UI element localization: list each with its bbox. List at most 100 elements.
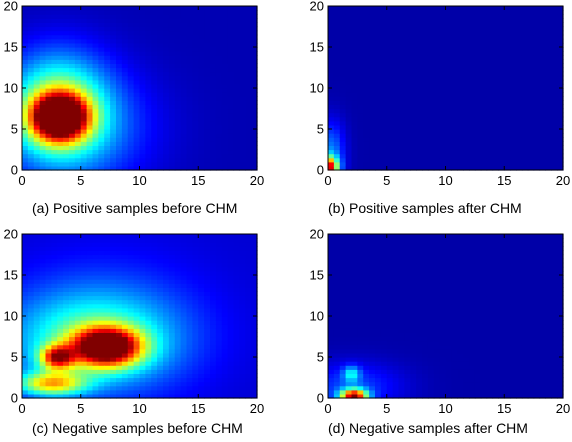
heatmap-cell <box>245 26 252 32</box>
heatmap-cell <box>457 26 464 32</box>
heatmap-cell <box>74 369 82 374</box>
heatmap-cell <box>110 242 117 247</box>
heatmap-cell <box>57 287 64 292</box>
heatmap-cell <box>451 129 458 134</box>
heatmap-cell <box>51 266 58 272</box>
heatmap-cell <box>86 38 94 44</box>
heatmap-cell <box>328 55 335 60</box>
heatmap-cell <box>392 112 400 118</box>
heatmap-cell <box>92 250 99 256</box>
heatmap-cell <box>145 279 152 284</box>
heatmap-cell <box>333 381 341 387</box>
heatmap-cell <box>215 254 223 260</box>
heatmap-cell <box>27 161 35 167</box>
heatmap-cell <box>180 262 188 268</box>
heatmap-cell <box>127 63 135 69</box>
heatmap-cell <box>39 238 47 243</box>
heatmap-cell <box>163 22 170 28</box>
x-tick-label: 20 <box>556 173 570 188</box>
heatmap-cell <box>386 75 394 81</box>
heatmap-cell <box>392 149 400 155</box>
heatmap-cell <box>504 30 511 36</box>
heatmap-cell <box>210 283 217 288</box>
heatmap-cell <box>328 332 335 338</box>
heatmap-cell <box>27 275 35 280</box>
heatmap-cell <box>33 287 41 292</box>
heatmap-cell <box>45 266 52 272</box>
heatmap-cell <box>45 104 52 110</box>
heatmap-cell <box>410 47 417 52</box>
heatmap-cell <box>463 63 470 69</box>
heatmap-cell <box>69 149 76 155</box>
heatmap-cell <box>439 71 447 77</box>
heatmap-cell <box>92 42 99 48</box>
heatmap-cell <box>333 275 341 280</box>
heatmap-cell <box>427 34 435 40</box>
heatmap-cell <box>204 270 211 276</box>
heatmap-cell <box>33 10 41 15</box>
heatmap-cell <box>45 112 52 118</box>
heatmap-cell <box>333 100 341 105</box>
heatmap-cell <box>210 161 217 167</box>
heatmap-cell <box>510 75 517 81</box>
heatmap-cell <box>245 92 252 97</box>
heatmap-cell <box>333 51 341 56</box>
heatmap-cell <box>74 10 82 15</box>
heatmap-cell <box>110 92 117 97</box>
heatmap-cell <box>433 10 441 15</box>
heatmap-cell <box>486 129 494 134</box>
heatmap-cell <box>239 161 246 167</box>
heatmap-cell <box>63 129 70 134</box>
heatmap-cell <box>363 26 370 32</box>
heatmap-cell <box>539 34 546 40</box>
heatmap-cell <box>328 83 335 89</box>
heatmap-cell <box>180 63 188 69</box>
heatmap-cell <box>445 165 452 171</box>
heatmap-cell <box>127 34 135 40</box>
heatmap-cell <box>221 369 229 374</box>
heatmap-cell <box>27 83 35 89</box>
heatmap-cell <box>480 22 488 28</box>
heatmap-cell <box>380 137 388 142</box>
heatmap-cell <box>145 344 152 350</box>
heatmap-cell <box>139 145 146 151</box>
heatmap-cell <box>163 51 170 56</box>
heatmap-cell <box>180 108 188 114</box>
heatmap-cell <box>145 10 152 15</box>
heatmap-cell <box>121 393 129 399</box>
heatmap-cell <box>151 238 158 243</box>
heatmap-cell <box>527 30 535 36</box>
heatmap-cell <box>492 88 499 93</box>
heatmap-cell <box>163 92 170 97</box>
heatmap-cell <box>198 234 205 239</box>
heatmap-cell <box>33 104 41 110</box>
heatmap-cell <box>510 26 517 32</box>
heatmap-cell <box>80 332 88 338</box>
heatmap-cell <box>127 6 135 11</box>
heatmap-cell <box>180 18 188 23</box>
heatmap-cell <box>74 18 82 23</box>
heatmap-cell <box>74 373 82 379</box>
heatmap-cell <box>422 108 429 114</box>
heatmap-cell <box>139 385 146 391</box>
heatmap-cell <box>404 112 411 118</box>
heatmap-cell <box>39 96 47 101</box>
heatmap-cell <box>192 55 199 60</box>
heatmap-cell <box>386 83 394 89</box>
heatmap-cell <box>339 361 347 366</box>
heatmap-cell <box>121 389 129 395</box>
heatmap-cell <box>422 63 429 69</box>
heatmap-cell <box>121 96 129 101</box>
heatmap-cell <box>215 295 223 301</box>
heatmap-cell <box>33 250 41 256</box>
heatmap-cell <box>233 254 240 260</box>
heatmap-cell <box>74 104 82 110</box>
heatmap-cell <box>210 116 217 122</box>
heatmap-cell <box>492 22 499 28</box>
x-tick-label: 5 <box>383 173 390 188</box>
heatmap-cell <box>233 157 240 163</box>
heatmap-cell <box>51 365 58 370</box>
heatmap-cell <box>215 336 223 342</box>
heatmap-cell <box>116 246 123 251</box>
heatmap-cell <box>451 145 458 151</box>
